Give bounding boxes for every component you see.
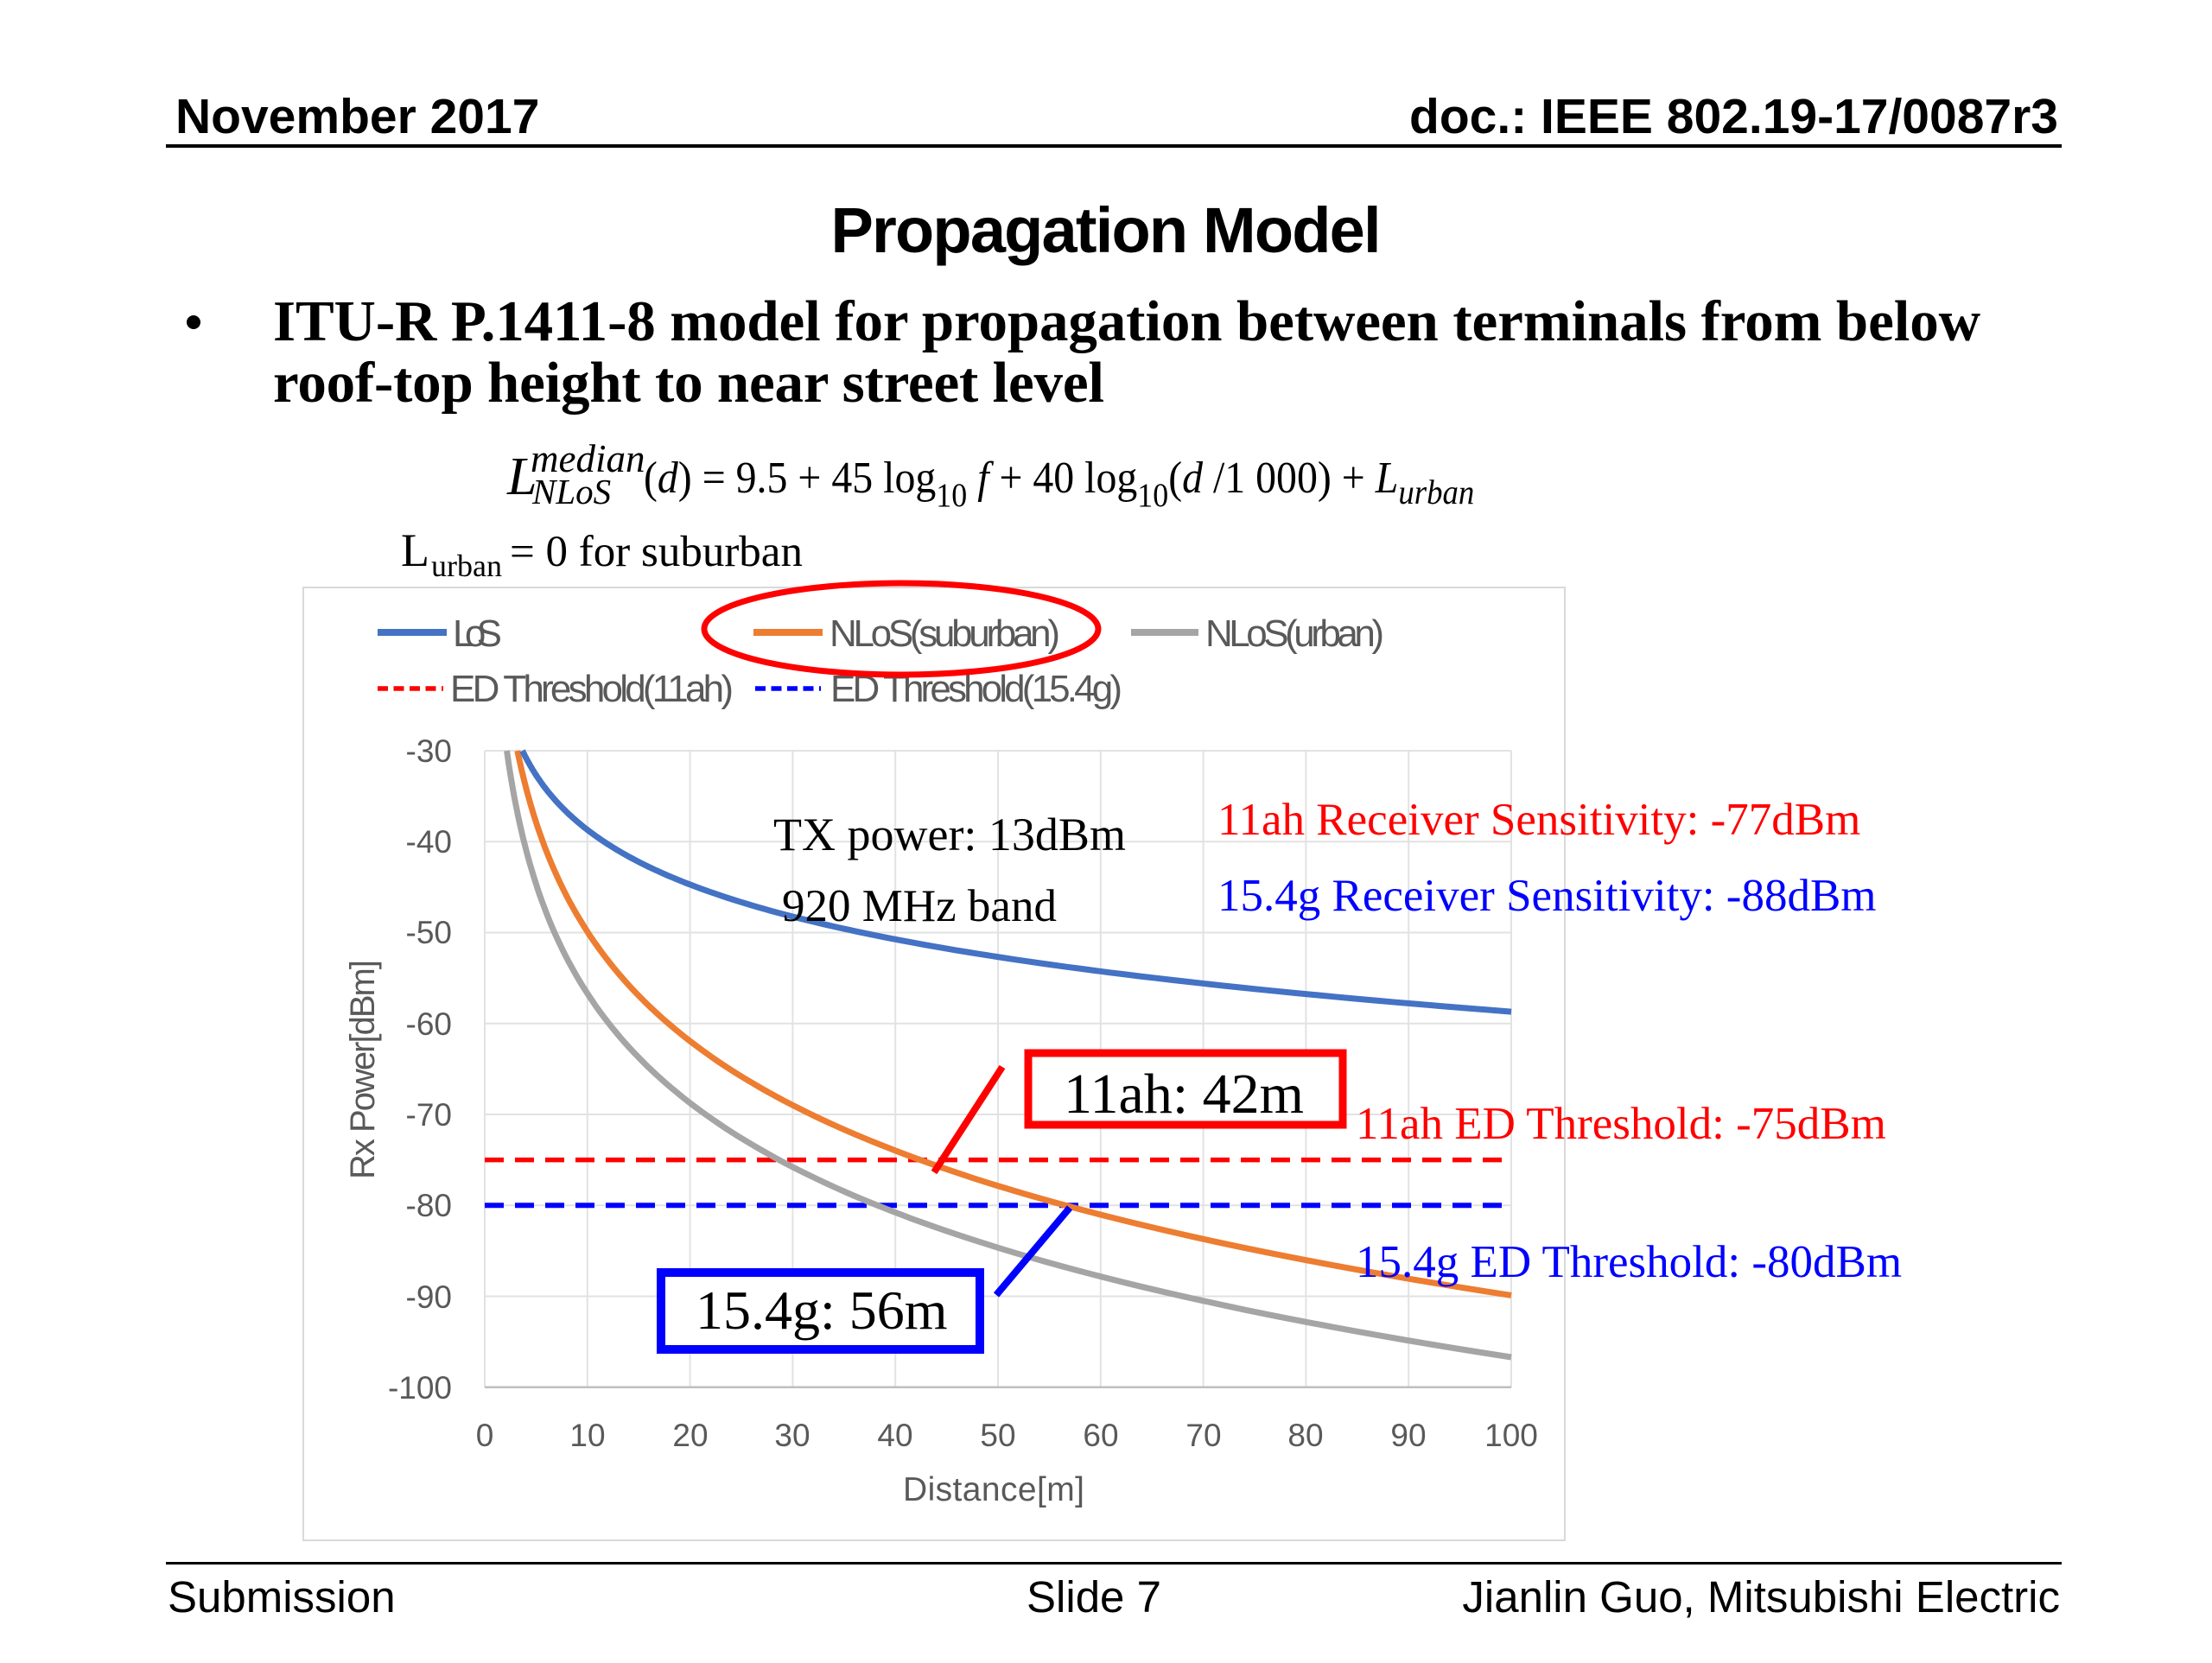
svg-text:100: 100 (1484, 1418, 1538, 1453)
svg-text:d: d (1182, 454, 1204, 503)
svg-text:= 0 for suburban: = 0 for suburban (510, 528, 803, 576)
svg-text:80: 80 (1287, 1418, 1323, 1453)
svg-text:15.4g ED Threshold: -80dBm: 15.4g ED Threshold: -80dBm (1356, 1237, 1902, 1287)
svg-text:60: 60 (1083, 1418, 1118, 1453)
svg-text:Submission: Submission (168, 1572, 396, 1622)
svg-text:-90: -90 (406, 1279, 452, 1315)
svg-text:urban: urban (431, 549, 502, 583)
svg-text:ITU-R P.1411-8 model for propa: ITU-R P.1411-8 model for propagation bet… (273, 289, 1981, 353)
svg-text:doc.: IEEE 802.19-17/0087r3: doc.: IEEE 802.19-17/0087r3 (1409, 89, 2058, 144)
svg-text:L: L (1375, 454, 1399, 503)
svg-text:-30: -30 (406, 733, 452, 769)
svg-text:15.4g Receiver Sensitivity: -8: 15.4g Receiver Sensitivity: -88dBm (1217, 871, 1877, 921)
svg-text:NLoS(suburban): NLoS(suburban) (830, 613, 1060, 655)
svg-text:ED Threshold(11ah): ED Threshold(11ah) (450, 668, 734, 710)
svg-text:-100: -100 (388, 1370, 452, 1406)
svg-text:11ah Receiver Sensitivity: -77: 11ah Receiver Sensitivity: -77dBm (1217, 795, 1860, 845)
svg-text:-80: -80 (406, 1188, 452, 1223)
svg-text:15.4g: 56m: 15.4g: 56m (696, 1279, 948, 1341)
svg-text:920 MHz band: 920 MHz band (782, 881, 1057, 931)
svg-text:70: 70 (1185, 1418, 1221, 1453)
svg-text:10: 10 (569, 1418, 605, 1453)
svg-text:Propagation Model: Propagation Model (831, 194, 1382, 266)
svg-text:20: 20 (672, 1418, 708, 1453)
svg-text:10: 10 (936, 477, 967, 514)
svg-text:-50: -50 (406, 915, 452, 950)
svg-text:NLoS: NLoS (531, 472, 611, 511)
svg-text:NLoS(urban): NLoS(urban) (1205, 613, 1384, 655)
svg-text:d: d (658, 454, 679, 503)
svg-text:Jianlin Guo, Mitsubishi Electr: Jianlin Guo, Mitsubishi Electric (1462, 1572, 2060, 1622)
svg-text:) = 9.5 + 45 log: ) = 9.5 + 45 log (678, 454, 937, 503)
svg-text:urban: urban (1398, 473, 1474, 511)
svg-text:L: L (401, 524, 429, 576)
svg-text:-60: -60 (406, 1006, 452, 1042)
svg-text:90: 90 (1390, 1418, 1426, 1453)
svg-text:+ 40 log: + 40 log (989, 454, 1138, 503)
svg-text:TX power: 13dBm: TX power: 13dBm (773, 809, 1126, 860)
svg-text:-40: -40 (406, 824, 452, 860)
svg-text:Slide 7: Slide 7 (1027, 1572, 1161, 1622)
svg-text:11ah ED Threshold: -75dBm: 11ah ED Threshold: -75dBm (1356, 1099, 1886, 1149)
svg-text:LoS: LoS (453, 613, 502, 655)
svg-text:(: ( (1168, 454, 1182, 503)
svg-text:November 2017: November 2017 (175, 89, 539, 144)
svg-text:/1 000) +: /1 000) + (1203, 454, 1376, 503)
svg-text:Rx Power[dBm]: Rx Power[dBm] (344, 960, 382, 1179)
svg-text:50: 50 (980, 1418, 1015, 1453)
svg-text:median: median (531, 437, 645, 480)
svg-text:30: 30 (774, 1418, 810, 1453)
svg-text:11ah: 42m: 11ah: 42m (1064, 1063, 1304, 1126)
svg-text:(: ( (644, 454, 658, 503)
svg-text:roof-top height to near street: roof-top height to near street level (273, 351, 1104, 415)
svg-text:40: 40 (877, 1418, 912, 1453)
svg-text:10: 10 (1137, 477, 1168, 514)
svg-text:0: 0 (476, 1418, 494, 1453)
svg-text:L: L (506, 447, 537, 506)
svg-text:Distance[m]: Distance[m] (903, 1471, 1084, 1508)
svg-text:-70: -70 (406, 1097, 452, 1133)
